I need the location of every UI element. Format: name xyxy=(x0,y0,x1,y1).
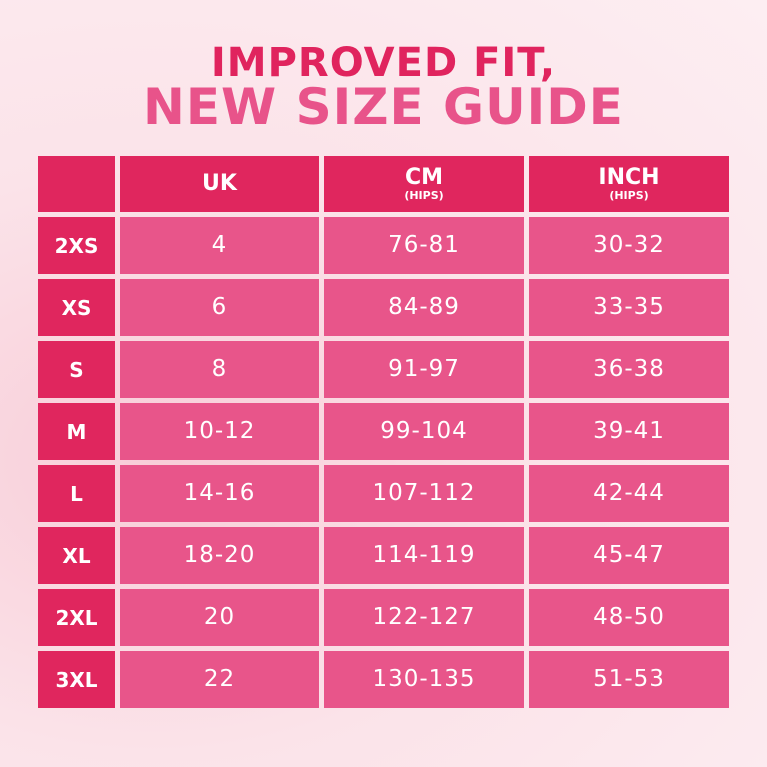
table-row: 3XL 22 130-135 51-53 xyxy=(38,651,729,708)
inch-cell: 36-38 xyxy=(529,341,729,398)
inch-cell: 45-47 xyxy=(529,527,729,584)
uk-cell: 4 xyxy=(120,217,319,274)
header-uk: UK xyxy=(120,156,319,212)
size-cell: 3XL xyxy=(38,651,115,708)
uk-cell: 18-20 xyxy=(120,527,319,584)
uk-cell: 6 xyxy=(120,279,319,336)
title-line-1: IMPROVED FIT, xyxy=(210,40,557,86)
header-inch: INCH (HIPS) xyxy=(529,156,729,212)
table-row: 2XS 4 76-81 30-32 xyxy=(38,217,729,274)
header-row: UK CM (HIPS) INCH (HIPS) xyxy=(38,156,729,212)
cm-cell: 76-81 xyxy=(324,217,524,274)
header-label: INCH xyxy=(598,165,660,190)
uk-cell: 20 xyxy=(120,589,319,646)
header-label: UK xyxy=(202,171,237,196)
size-cell: 2XL xyxy=(38,589,115,646)
cm-cell: 84-89 xyxy=(324,279,524,336)
uk-cell: 14-16 xyxy=(120,465,319,522)
uk-cell: 8 xyxy=(120,341,319,398)
header-label: CM xyxy=(404,165,444,190)
table-row: S 8 91-97 36-38 xyxy=(38,341,729,398)
size-cell: S xyxy=(38,341,115,398)
cm-cell: 107-112 xyxy=(324,465,524,522)
table-row: XS 6 84-89 33-35 xyxy=(38,279,729,336)
inch-cell: 51-53 xyxy=(529,651,729,708)
header-corner xyxy=(38,156,115,212)
cm-cell: 91-97 xyxy=(324,341,524,398)
inch-cell: 42-44 xyxy=(529,465,729,522)
size-cell: XL xyxy=(38,527,115,584)
size-cell: L xyxy=(38,465,115,522)
table-row: L 14-16 107-112 42-44 xyxy=(38,465,729,522)
table-row: M 10-12 99-104 39-41 xyxy=(38,403,729,460)
header-sublabel: (HIPS) xyxy=(404,189,444,202)
header-sublabel: (HIPS) xyxy=(609,189,649,202)
uk-cell: 22 xyxy=(120,651,319,708)
inch-cell: 33-35 xyxy=(529,279,729,336)
table-row: XL 18-20 114-119 45-47 xyxy=(38,527,729,584)
uk-cell: 10-12 xyxy=(120,403,319,460)
size-cell: XS xyxy=(38,279,115,336)
inch-cell: 48-50 xyxy=(529,589,729,646)
size-cell: 2XS xyxy=(38,217,115,274)
cm-cell: 114-119 xyxy=(324,527,524,584)
title-line-2: NEW SIZE GUIDE xyxy=(143,78,624,136)
cm-cell: 130-135 xyxy=(324,651,524,708)
cm-cell: 122-127 xyxy=(324,589,524,646)
header-cm: CM (HIPS) xyxy=(324,156,524,212)
inch-cell: 30-32 xyxy=(529,217,729,274)
cm-cell: 99-104 xyxy=(324,403,524,460)
size-cell: M xyxy=(38,403,115,460)
table-row: 2XL 20 122-127 48-50 xyxy=(38,589,729,646)
inch-cell: 39-41 xyxy=(529,403,729,460)
size-table: UK CM (HIPS) INCH (HIPS) 2XS 4 76-81 30-32 XS 6… xyxy=(33,151,734,713)
